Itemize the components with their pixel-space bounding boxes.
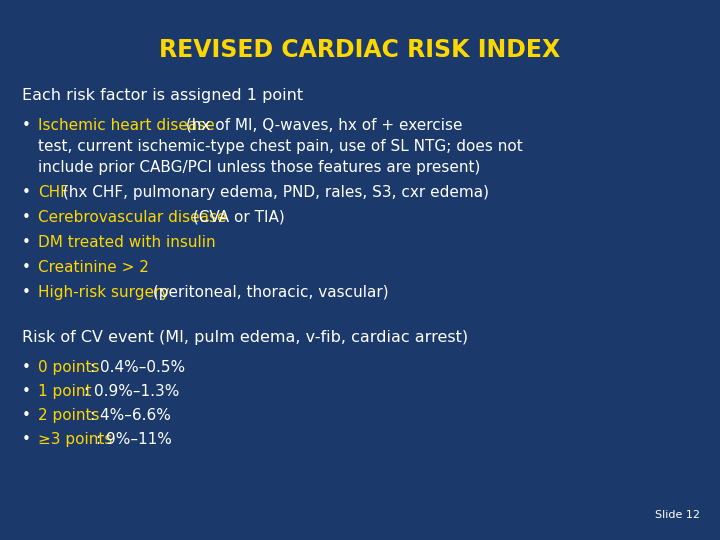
Text: REVISED CARDIAC RISK INDEX: REVISED CARDIAC RISK INDEX — [159, 38, 561, 62]
Text: include prior CABG/PCI unless those features are present): include prior CABG/PCI unless those feat… — [38, 160, 480, 175]
Text: 2 points: 2 points — [38, 408, 99, 423]
Text: Each risk factor is assigned 1 point: Each risk factor is assigned 1 point — [22, 88, 303, 103]
Text: Creatinine > 2: Creatinine > 2 — [38, 260, 149, 275]
Text: (CVA or TIA): (CVA or TIA) — [187, 210, 284, 225]
Text: •: • — [22, 118, 31, 133]
Text: •: • — [22, 185, 31, 200]
Text: test, current ischemic-type chest pain, use of SL NTG; does not: test, current ischemic-type chest pain, … — [38, 139, 523, 154]
Text: ≥3 points: ≥3 points — [38, 432, 112, 447]
Text: : 9%–11%: : 9%–11% — [96, 432, 172, 447]
Text: Slide 12: Slide 12 — [655, 510, 700, 520]
Text: (peritoneal, thoracic, vascular): (peritoneal, thoracic, vascular) — [148, 285, 389, 300]
Text: (hx CHF, pulmonary edema, PND, rales, S3, cxr edema): (hx CHF, pulmonary edema, PND, rales, S3… — [58, 185, 488, 200]
Text: •: • — [22, 210, 31, 225]
Text: Cerebrovascular disease: Cerebrovascular disease — [38, 210, 227, 225]
Text: •: • — [22, 408, 31, 423]
Text: •: • — [22, 260, 31, 275]
Text: High-risk surgery: High-risk surgery — [38, 285, 169, 300]
Text: •: • — [22, 285, 31, 300]
Text: •: • — [22, 432, 31, 447]
Text: DM treated with insulin: DM treated with insulin — [38, 235, 215, 250]
Text: •: • — [22, 384, 31, 399]
Text: Risk of CV event (MI, pulm edema, v-fib, cardiac arrest): Risk of CV event (MI, pulm edema, v-fib,… — [22, 330, 468, 345]
Text: : 4%–6.6%: : 4%–6.6% — [90, 408, 171, 423]
Text: : 0.4%–0.5%: : 0.4%–0.5% — [90, 360, 185, 375]
Text: 0 points: 0 points — [38, 360, 99, 375]
Text: : 0.9%–1.3%: : 0.9%–1.3% — [84, 384, 179, 399]
Text: 1 point: 1 point — [38, 384, 91, 399]
Text: Ischemic heart disease: Ischemic heart disease — [38, 118, 215, 133]
Text: (hx of MI, Q-waves, hx of + exercise: (hx of MI, Q-waves, hx of + exercise — [181, 118, 462, 133]
Text: CHF: CHF — [38, 185, 69, 200]
Text: •: • — [22, 235, 31, 250]
Text: •: • — [22, 360, 31, 375]
